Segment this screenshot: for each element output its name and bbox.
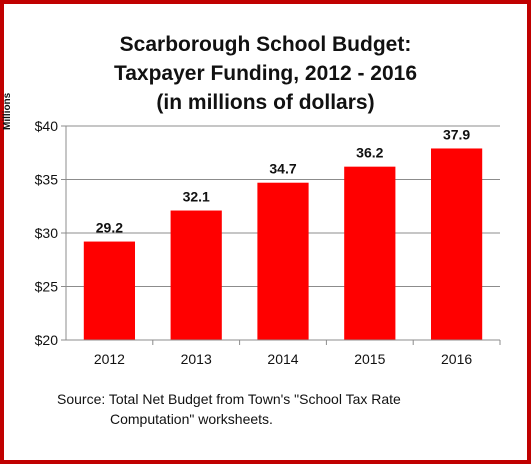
data-label-2014: 34.7 bbox=[269, 161, 296, 177]
chart-title-line-1: Scarborough School Budget: bbox=[119, 33, 412, 56]
bars bbox=[83, 148, 483, 340]
x-tick-label-2012: 2012 bbox=[94, 351, 125, 367]
x-tick-label-2016: 2016 bbox=[441, 351, 472, 367]
source-line-2: Computation" worksheets. bbox=[110, 411, 273, 427]
bar-2016 bbox=[430, 148, 483, 340]
y-tick-label: $30 bbox=[35, 225, 59, 241]
chart-title-line-3: (in millions of dollars) bbox=[156, 91, 375, 114]
chart-title: Scarborough School Budget: Taxpayer Fund… bbox=[0, 30, 531, 117]
labels: $20 $25 $30 $35 $40 29.2 2012 32.1 2013 34.7 2014 3… bbox=[35, 118, 473, 367]
y-tick-label: $40 bbox=[35, 118, 59, 134]
data-label-2012: 29.2 bbox=[96, 220, 123, 236]
bar-2015 bbox=[344, 166, 396, 340]
data-label-2016: 37.9 bbox=[443, 126, 470, 142]
bar-2012 bbox=[83, 241, 136, 340]
y-tick-label: $35 bbox=[35, 172, 59, 188]
bar-2013 bbox=[170, 210, 222, 340]
data-label-2013: 32.1 bbox=[183, 189, 210, 205]
x-tick-label-2014: 2014 bbox=[267, 351, 298, 367]
y-tick-label: $20 bbox=[35, 332, 59, 348]
axes bbox=[61, 125, 501, 345]
x-tick-label-2015: 2015 bbox=[354, 351, 385, 367]
bar-2014 bbox=[257, 182, 309, 340]
chart-title-line-2: Taxpayer Funding, 2012 - 2016 bbox=[113, 62, 418, 85]
y-tick-label: $25 bbox=[35, 279, 59, 295]
source-line-1: Source: Total Net Budget from Town's "Sc… bbox=[57, 391, 401, 407]
data-label-2015: 36.2 bbox=[356, 145, 383, 161]
x-tick-label-2013: 2013 bbox=[181, 351, 212, 367]
